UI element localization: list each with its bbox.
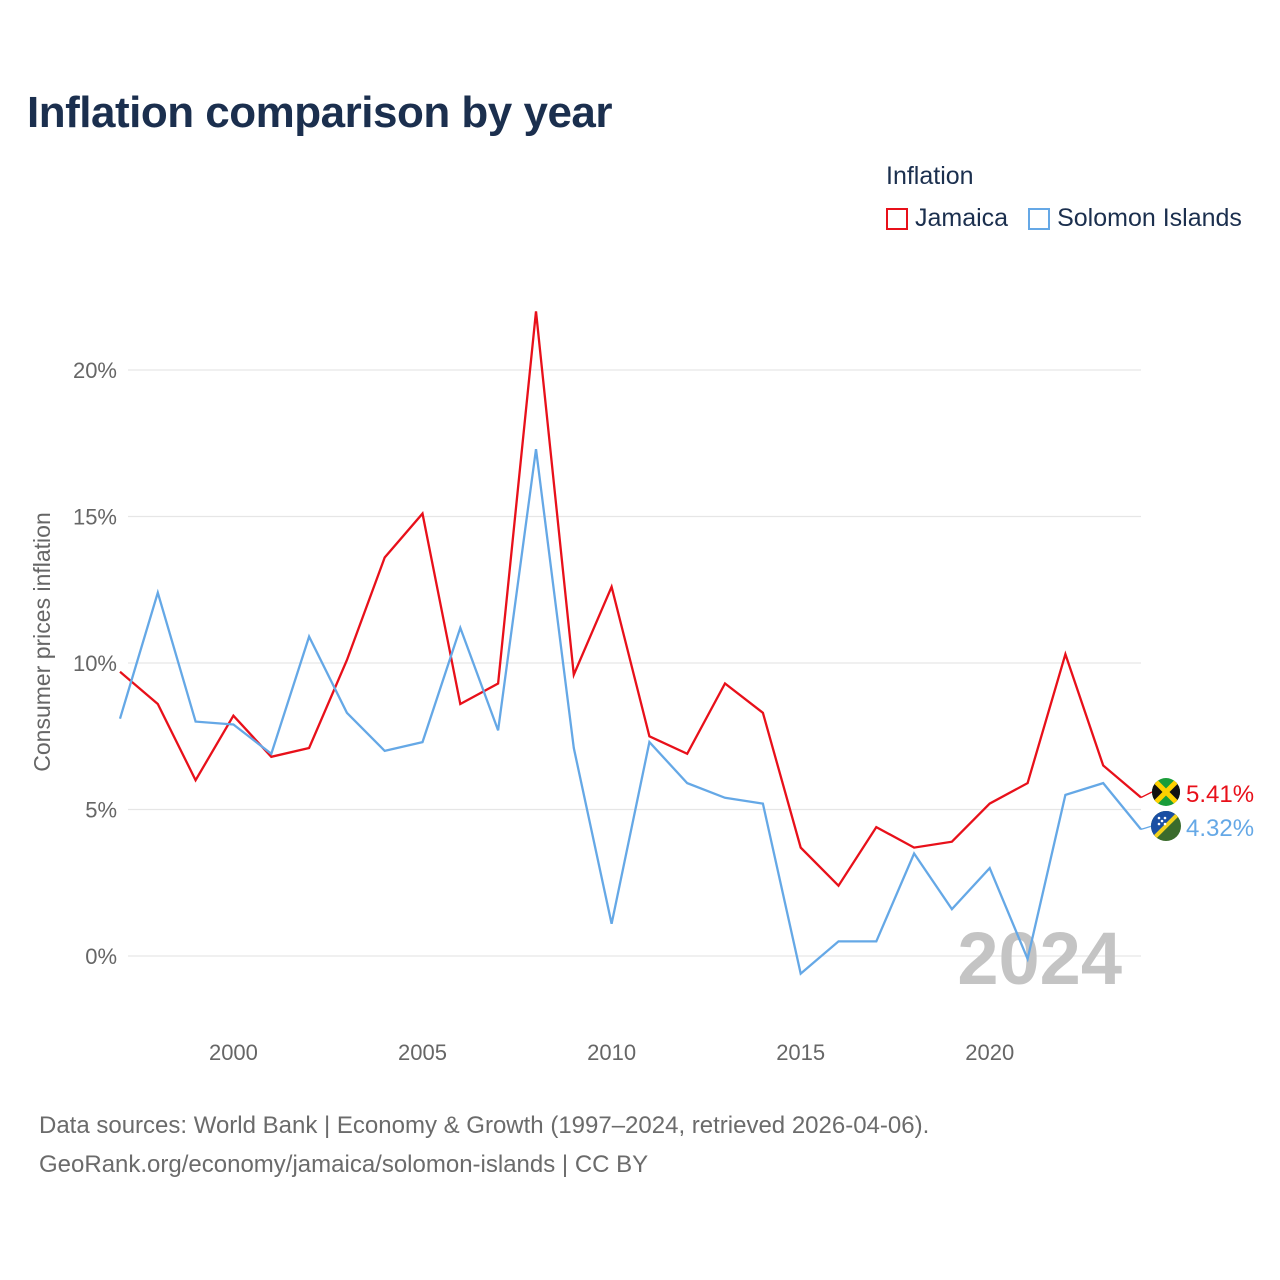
x-tick-label: 2015 [776, 1040, 825, 1065]
chart-title: Inflation comparison by year [27, 88, 613, 137]
x-tick-label: 2010 [587, 1040, 636, 1065]
end-value-solomon-islands: 4.32% [1186, 815, 1254, 842]
y-tick-label: 0% [85, 944, 117, 969]
end-value-jamaica: 5.41% [1186, 781, 1254, 808]
series-line-solomon-islands[interactable] [118, 448, 1142, 976]
legend-item-jamaica[interactable]: Jamaica [886, 204, 1008, 233]
end-leader-solomon-islands [1140, 825, 1153, 831]
x-tick-label: 2020 [965, 1040, 1014, 1065]
jamaica-flag-icon [1152, 778, 1180, 806]
legend-swatch-solomon-islands [1028, 207, 1051, 230]
y-tick-label: 10% [73, 651, 117, 676]
series-line-jamaica[interactable] [119, 311, 1142, 888]
y-tick-label: 15% [73, 505, 117, 530]
footer-sources: Data sources: World Bank | Economy & Gro… [39, 1112, 930, 1139]
y-axis-label: Consumer prices inflation [29, 512, 55, 772]
solomon-islands-flag-icon [1151, 811, 1181, 841]
legend-item-solomon-islands[interactable]: Solomon Islands [1028, 204, 1242, 233]
x-tick-label: 2000 [209, 1040, 258, 1065]
legend-title: Inflation [886, 162, 974, 190]
legend: Jamaica Solomon Islands [886, 204, 1262, 233]
end-leader-jamaica [1140, 791, 1153, 799]
footer: Data sources: World Bank | Economy & Gro… [39, 1106, 929, 1184]
legend-swatch-jamaica [886, 207, 908, 230]
legend-label-jamaica: Jamaica [915, 204, 1009, 232]
legend-label-solomon-islands: Solomon Islands [1057, 204, 1242, 232]
x-tick-label: 2005 [398, 1040, 447, 1065]
y-tick-label: 20% [73, 358, 117, 383]
year-watermark: 2024 [957, 917, 1122, 1000]
y-tick-label: 5% [85, 798, 117, 823]
footer-link[interactable]: GeoRank.org/economy/jamaica/solomon-isla… [39, 1151, 649, 1178]
